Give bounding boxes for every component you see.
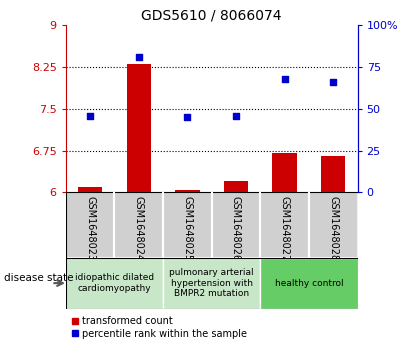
Point [184,114,191,120]
Bar [114,192,163,258]
Legend: transformed count, percentile rank within the sample: transformed count, percentile rank withi… [71,315,248,340]
Point [87,113,93,118]
Text: GSM1648027: GSM1648027 [279,196,290,261]
Bar [163,258,260,309]
Text: GSM1648028: GSM1648028 [328,196,338,261]
Text: GSM1648026: GSM1648026 [231,196,241,261]
Bar [260,192,309,258]
Text: idiopathic dilated
cardiomyopathy: idiopathic dilated cardiomyopathy [75,273,154,293]
Bar [127,64,151,192]
Bar [78,187,102,192]
Bar [212,192,260,258]
Bar [272,154,297,192]
Bar [66,258,163,309]
Text: GSM1648025: GSM1648025 [182,196,192,261]
Text: pulmonary arterial
hypertension with
BMPR2 mutation: pulmonary arterial hypertension with BMP… [169,268,254,298]
Point [233,113,239,118]
Bar [163,192,212,258]
Bar [175,189,199,192]
Bar [66,192,114,258]
Title: GDS5610 / 8066074: GDS5610 / 8066074 [141,9,282,23]
Text: healthy control: healthy control [275,279,343,287]
Point [136,54,142,60]
Text: disease state: disease state [4,273,74,283]
Text: GSM1648024: GSM1648024 [134,196,144,261]
Point [281,76,288,82]
Bar [260,258,358,309]
Text: GSM1648023: GSM1648023 [85,196,95,261]
Point [330,79,337,85]
Bar [321,156,345,192]
Bar [309,192,358,258]
Bar [224,181,248,192]
